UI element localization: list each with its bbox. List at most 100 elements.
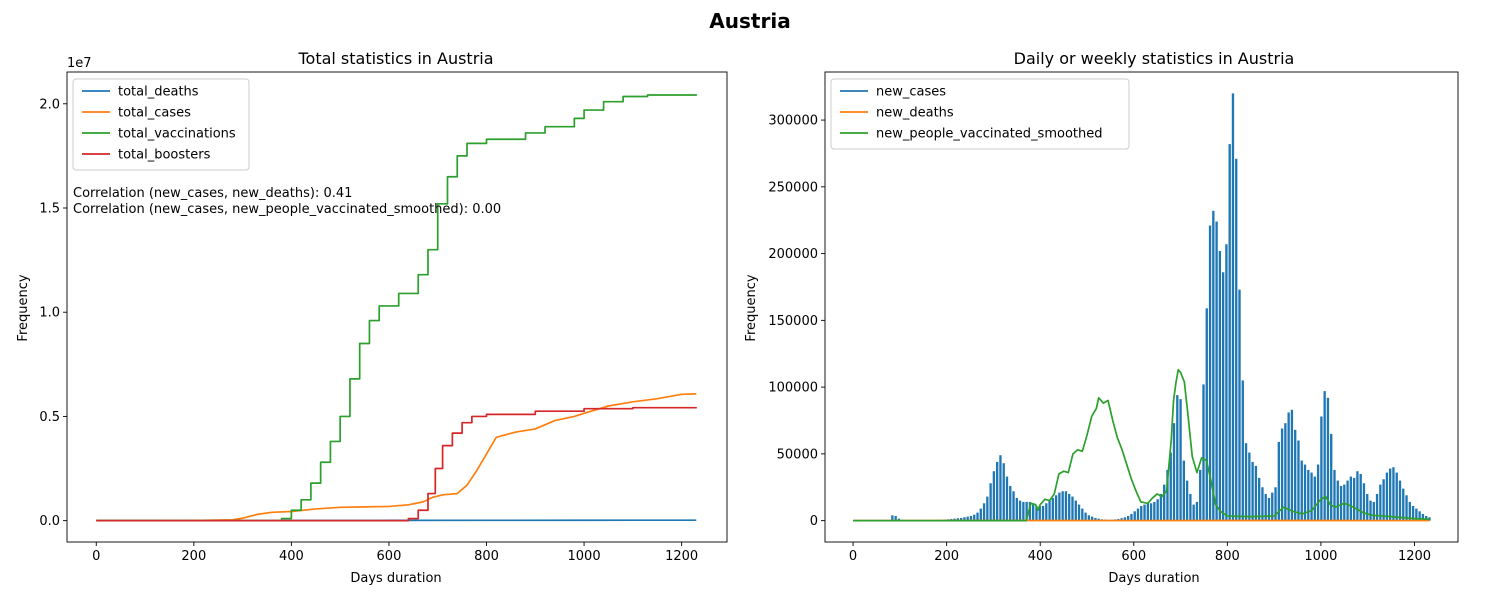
- new-cases-bar: [1087, 515, 1091, 521]
- plot-frame: [66, 71, 728, 543]
- new-cases-bar: [1149, 503, 1153, 521]
- new-cases-bar: [976, 512, 979, 521]
- new-cases-bar: [1205, 308, 1208, 521]
- legend: new_cases new_deaths new_people_vaccinated…: [830, 78, 1130, 150]
- y-tick-label: 0.5: [39, 410, 60, 425]
- new-cases-bar: [897, 518, 901, 521]
- new-cases-bar: [1310, 472, 1313, 521]
- new-cases-bar: [1241, 380, 1244, 521]
- x-tick-label: 1000: [568, 549, 601, 564]
- new-cases-bar: [1362, 483, 1366, 521]
- new-cases-bar: [1189, 493, 1192, 521]
- new-cases-bar: [956, 518, 960, 521]
- new-cases-bar: [1402, 488, 1405, 521]
- axes: 0 200 400 600 800 1000 1200 0.0 0.5 1.0 1.5 2.0: [39, 71, 728, 564]
- y-axis-label: Frequency: [16, 274, 31, 341]
- new-cases-bar: [1228, 144, 1231, 521]
- new-cases-bar: [1225, 244, 1228, 521]
- y-tick-label: 150000: [768, 314, 818, 329]
- new-cases-bar: [1071, 496, 1074, 521]
- new-cases-bar: [1077, 504, 1081, 521]
- series-layer: [96, 94, 698, 522]
- series-layer: [853, 93, 1431, 522]
- legend-item-total-boosters: total_boosters: [82, 148, 211, 163]
- new-cases-bar: [1146, 503, 1149, 521]
- new-cases-bar: [1264, 493, 1267, 521]
- new-cases-bar: [1048, 500, 1051, 521]
- new-cases-bar: [1231, 93, 1235, 521]
- legend-item-total-cases: total_cases: [82, 106, 191, 121]
- new-cases-bar: [1123, 517, 1127, 521]
- new-cases-bar: [1235, 158, 1238, 521]
- new-cases-bar: [1176, 395, 1179, 521]
- legend-label: new_people_vaccinated_smoothed: [876, 127, 1102, 142]
- total-vaccinations-line: [96, 94, 698, 522]
- new-cases-bar: [1022, 501, 1025, 521]
- x-axis-label: Days duration: [1108, 571, 1199, 586]
- new-cases-bar: [1425, 515, 1428, 521]
- axes: 0 200 400 600 800 1000 1200 0 50000 100000 150000 2…: [768, 71, 1459, 564]
- new-cases-bar: [1045, 503, 1048, 521]
- new-cases-bar: [1169, 452, 1172, 521]
- new-cases-bar: [1120, 518, 1123, 521]
- new-cases-bar: [1411, 505, 1415, 521]
- new-cases-bar: [1172, 423, 1176, 521]
- new-cases-bar: [989, 483, 992, 521]
- new-cases-bar: [1372, 501, 1375, 521]
- new-cases-bar: [894, 515, 897, 521]
- y-tick-label: 250000: [768, 180, 818, 195]
- x-axis-label: Days duration: [350, 571, 441, 586]
- new-cases-bar: [1182, 460, 1186, 521]
- new-cases-bar: [1307, 469, 1310, 521]
- new-cases-bar: [999, 455, 1002, 521]
- new-cases-bar: [969, 515, 973, 521]
- new-cases-bar: [1208, 225, 1212, 521]
- new-cases-bar: [1392, 467, 1395, 521]
- legend-label: new_cases: [876, 85, 946, 100]
- new-cases-bar: [1018, 500, 1022, 521]
- new-cases-bar: [1009, 485, 1012, 521]
- y-tick-label: 0.0: [39, 514, 60, 529]
- new-cases-bar: [1330, 433, 1333, 521]
- new-cases-bar: [963, 517, 966, 521]
- new-cases-bar: [1339, 485, 1343, 521]
- x-tick-label: 800: [1215, 549, 1240, 564]
- new-cases-bar: [1294, 429, 1297, 521]
- daily-weekly-statistics-chart: 0 200 400 600 800 1000 1200 0 50000 100000 150000 2…: [744, 49, 1459, 586]
- new-cases-bar: [1408, 501, 1411, 521]
- y-tick-label: 100000: [768, 381, 818, 396]
- y-scale-label: 1e7: [67, 56, 92, 71]
- new-cases-bar: [1284, 423, 1287, 521]
- new-cases-bar: [1041, 505, 1045, 521]
- y-tick-label: 1.5: [39, 201, 60, 216]
- new-cases-bar: [1274, 487, 1277, 521]
- new-cases-bar: [1166, 469, 1169, 521]
- new-cases-bar: [1127, 515, 1130, 521]
- new-cases-bar: [1303, 464, 1307, 521]
- chart-title: Total statistics in Austria: [297, 49, 493, 68]
- new-cases-bar: [1163, 484, 1166, 521]
- legend-box: [72, 78, 250, 171]
- new-cases-bar: [1359, 473, 1362, 521]
- legend-item-new-deaths: new_deaths: [840, 106, 954, 121]
- new-cases-bar: [1130, 513, 1133, 521]
- new-cases-bar: [1352, 477, 1356, 521]
- new-cases-bar: [1221, 272, 1225, 521]
- y-tick-label: 200000: [768, 247, 818, 262]
- new-cases-bar: [1385, 472, 1389, 521]
- new-cases-bar: [1277, 441, 1280, 521]
- new-cases-bar: [1192, 504, 1195, 521]
- new-cases-bar: [1156, 499, 1159, 521]
- new-cases-bar: [1051, 497, 1055, 521]
- new-cases-bar: [1090, 516, 1094, 521]
- new-cases-bar: [1333, 469, 1336, 521]
- new-cases-bar: [1375, 493, 1379, 521]
- new-cases-bar: [1300, 460, 1303, 521]
- plot-frame: [824, 71, 1459, 543]
- x-tick-label: 400: [279, 549, 304, 564]
- correlation-annotation-2: Correlation (new_cases, new_people_vacci…: [73, 202, 501, 217]
- new-cases-bar: [1097, 518, 1100, 521]
- new-cases-bar: [1297, 440, 1300, 521]
- new-cases-bar: [1133, 511, 1136, 521]
